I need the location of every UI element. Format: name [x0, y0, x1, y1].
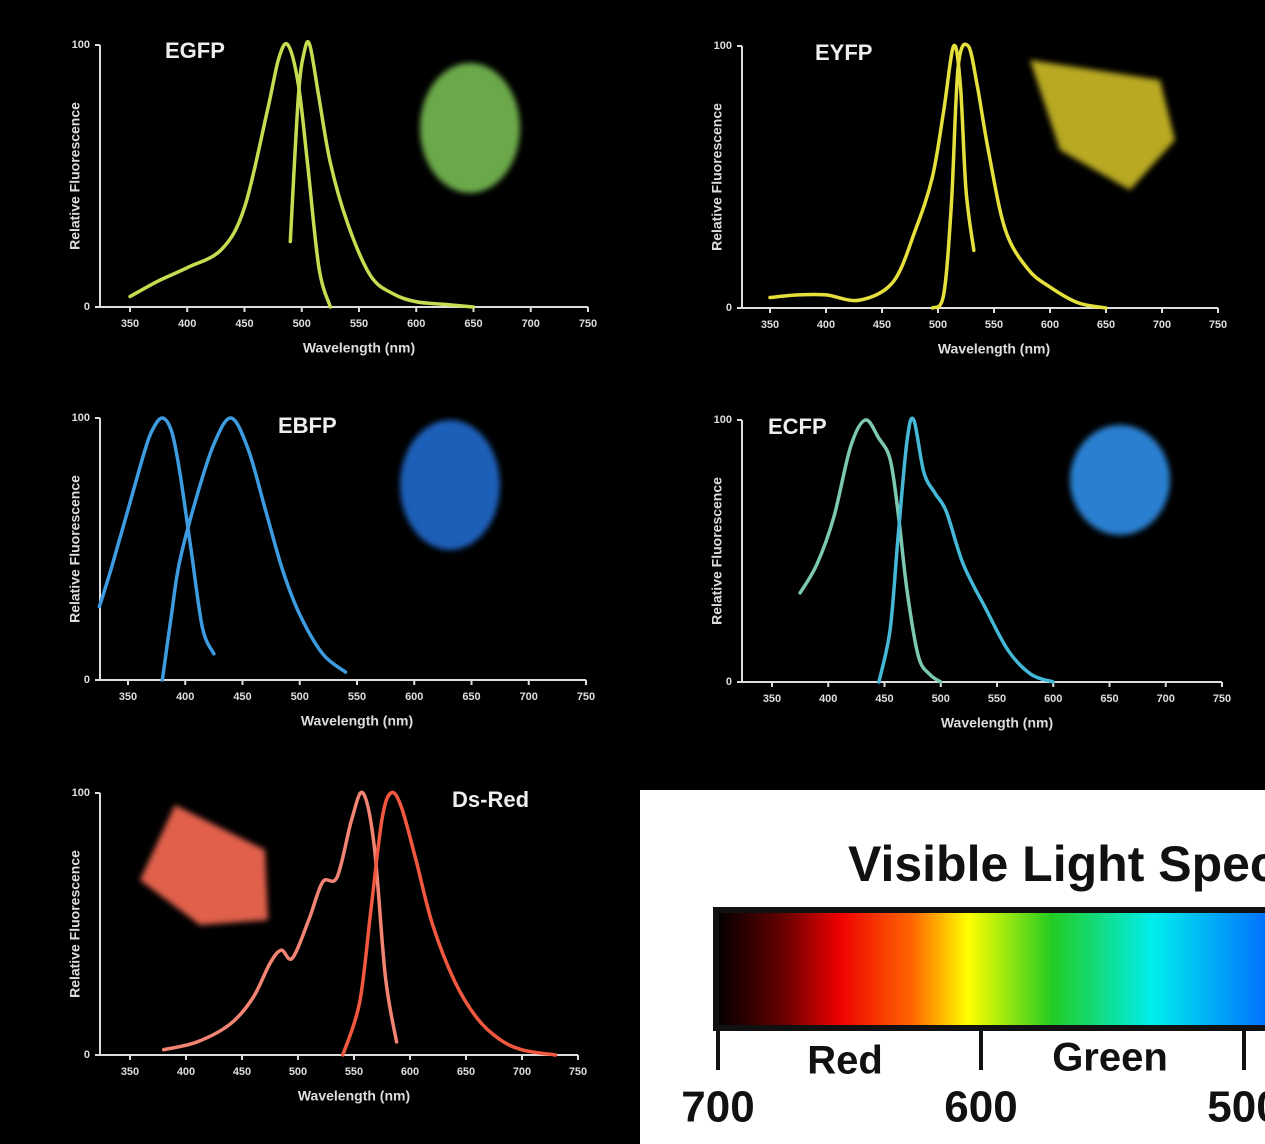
x-tick-label: 550	[350, 318, 368, 330]
y-axis-label: Relative Fluorescence	[67, 102, 83, 250]
x-tick-label: 450	[873, 319, 891, 331]
x-tick-label: 750	[579, 318, 597, 330]
x-tick-label: 450	[233, 1066, 251, 1078]
y-axis-label: Relative Fluorescence	[709, 103, 725, 251]
chart-title: ECFP	[768, 414, 827, 439]
x-tick-label: 750	[1209, 319, 1227, 331]
chart-title: EYFP	[815, 40, 872, 65]
spectrum-tick-label: 700	[681, 1083, 754, 1132]
x-axis-label: Wavelength (nm)	[298, 1088, 410, 1104]
x-axis-label: Wavelength (nm)	[938, 341, 1050, 357]
x-tick-label: 450	[235, 318, 253, 330]
x-tick-label: 500	[291, 691, 309, 703]
x-tick-label: 350	[121, 1066, 139, 1078]
y-tick-label: 100	[72, 787, 90, 799]
cell-image	[1070, 425, 1170, 535]
x-tick-label: 650	[1097, 319, 1115, 331]
x-tick-label: 700	[520, 691, 538, 703]
chart-title: EBFP	[278, 413, 337, 438]
x-tick-label: 700	[513, 1066, 531, 1078]
x-tick-label: 550	[345, 1066, 363, 1078]
x-tick-label: 400	[817, 319, 835, 331]
x-tick-label: 700	[1153, 319, 1171, 331]
x-axis-label: Wavelength (nm)	[303, 340, 415, 356]
y-tick-label: 100	[72, 412, 90, 424]
spectrum-label: Red	[807, 1039, 883, 1083]
x-tick-label: 700	[522, 318, 540, 330]
x-tick-label: 650	[457, 1066, 475, 1078]
cell-image	[420, 63, 520, 193]
x-tick-label: 600	[407, 318, 425, 330]
y-tick-label: 100	[72, 39, 90, 51]
x-tick-label: 550	[348, 691, 366, 703]
x-tick-label: 750	[1213, 693, 1231, 705]
cell-image	[400, 420, 500, 550]
x-tick-label: 350	[763, 693, 781, 705]
y-tick-label: 100	[714, 414, 732, 426]
x-tick-label: 750	[569, 1066, 587, 1078]
x-tick-label: 650	[462, 691, 480, 703]
x-tick-label: 400	[176, 691, 194, 703]
x-tick-label: 450	[875, 693, 893, 705]
y-axis-label: Relative Fluorescence	[709, 477, 725, 625]
x-tick-label: 700	[1157, 693, 1175, 705]
x-axis-label: Wavelength (nm)	[301, 713, 413, 729]
x-tick-label: 350	[761, 319, 779, 331]
x-tick-label: 450	[233, 691, 251, 703]
x-tick-label: 750	[577, 691, 595, 703]
x-tick-label: 350	[121, 318, 139, 330]
spectrum-label: Green	[1052, 1036, 1168, 1080]
spectrum-title: Visible Light Spectrum	[848, 836, 1265, 892]
x-tick-label: 650	[1100, 693, 1118, 705]
x-tick-label: 400	[178, 318, 196, 330]
x-tick-label: 500	[293, 318, 311, 330]
chart-title: EGFP	[165, 38, 225, 63]
x-tick-label: 400	[819, 693, 837, 705]
chart-title: Ds-Red	[452, 787, 529, 812]
x-tick-label: 550	[988, 693, 1006, 705]
y-axis-label: Relative Fluorescence	[67, 475, 83, 623]
x-tick-label: 600	[401, 1066, 419, 1078]
x-tick-label: 400	[177, 1066, 195, 1078]
y-tick-label: 0	[84, 1049, 90, 1061]
y-axis-label: Relative Fluorescence	[67, 850, 83, 998]
y-tick-label: 0	[726, 302, 732, 314]
y-tick-label: 0	[726, 676, 732, 688]
x-tick-label: 350	[119, 691, 137, 703]
x-tick-label: 500	[929, 319, 947, 331]
x-tick-label: 600	[405, 691, 423, 703]
page: 350 400 450 500 550 600 650 700 750 0 100 Wavelengt…	[0, 0, 1265, 1144]
spectrum-bar	[716, 910, 1265, 1028]
y-tick-label: 100	[714, 40, 732, 52]
spectrum-tick-label: 600	[944, 1083, 1017, 1132]
x-tick-label: 500	[289, 1066, 307, 1078]
x-tick-label: 500	[932, 693, 950, 705]
x-tick-label: 600	[1041, 319, 1059, 331]
y-tick-label: 0	[84, 301, 90, 313]
x-axis-label: Wavelength (nm)	[941, 715, 1053, 731]
spectrum-tick-label: 500	[1207, 1083, 1265, 1132]
x-tick-label: 550	[985, 319, 1003, 331]
x-tick-label: 650	[464, 318, 482, 330]
y-tick-label: 0	[84, 674, 90, 686]
x-tick-label: 600	[1044, 693, 1062, 705]
